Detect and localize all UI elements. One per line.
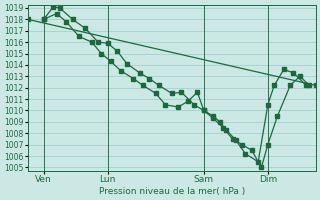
X-axis label: Pression niveau de la mer( hPa ): Pression niveau de la mer( hPa ) <box>99 187 245 196</box>
